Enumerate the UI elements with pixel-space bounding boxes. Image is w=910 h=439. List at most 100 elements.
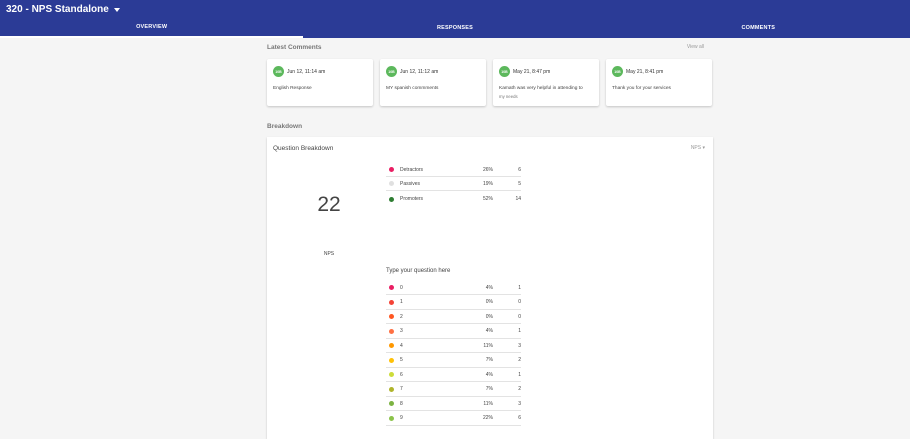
legend-row-promoters: Promoters 52% 14 (386, 192, 521, 206)
legend-percent: 11% (483, 400, 493, 407)
legend-percent: 0% (485, 313, 493, 320)
nps-chart-label: NPS (323, 251, 335, 257)
comment-text-continued: my needs (499, 94, 518, 99)
legend-count: 1 (518, 371, 521, 378)
nps-slice-passives (336, 208, 370, 245)
legend-percent: 11% (483, 342, 493, 349)
legend-label: 6 (400, 371, 403, 378)
legend-dot (389, 328, 394, 334)
legend-label: 2 (400, 313, 403, 320)
legend-count: 6 (518, 415, 521, 421)
question-legend-row: 1 0% 0 (386, 296, 521, 310)
nps-score-badge: 10B (386, 66, 397, 77)
legend-count: 0 (518, 299, 521, 305)
question-legend-row: 6 4% 1 (386, 368, 521, 382)
legend-percent: 4% (485, 328, 493, 334)
app-header: 320 - NPS Standalone OVERVIEW RESPONSES … (0, 0, 910, 38)
legend-dot (389, 181, 394, 186)
legend-dot (389, 386, 394, 392)
nps-score-badge: 10B (612, 66, 623, 77)
legend-percent: 52% (482, 196, 493, 202)
latest-comments-title: Latest Comments (267, 44, 322, 51)
legend-label: 3 (400, 328, 403, 334)
tab-bar: OVERVIEW RESPONSES COMMENTS (0, 18, 910, 38)
comment-text: Thank you for your services (612, 86, 671, 91)
legend-percent: 4% (485, 284, 493, 291)
legend-label: Promoters (400, 196, 424, 202)
question-legend-row: 9 22% 6 (386, 412, 521, 426)
nps-score-value: 22 (317, 193, 341, 216)
legend-dot (389, 372, 394, 377)
legend-dot (389, 401, 394, 406)
comment-card[interactable]: 10B Jun 12, 11:14 am English Response (267, 59, 373, 106)
legend-count: 2 (518, 386, 521, 392)
legend-label: 7 (400, 386, 403, 392)
legend-count: 1 (518, 328, 521, 334)
legend-dot (389, 343, 394, 348)
question-legend-row: 7 7% 2 (386, 383, 521, 397)
comment-text: MY spanish commments (386, 86, 439, 91)
comment-card[interactable]: 10B May 21, 8:47 pm Kamath was very help… (493, 59, 599, 106)
legend-label: 8 (400, 400, 403, 407)
tab-comments[interactable]: COMMENTS (741, 25, 776, 31)
legend-row-passives: Passives 19% 5 (386, 177, 521, 191)
question-legend-row: 2 0% 0 (386, 310, 521, 324)
legend-row-detractors: Detractors 26% 6 (386, 163, 521, 177)
legend-percent: 7% (485, 357, 493, 363)
pie-slice-9 (289, 310, 335, 353)
legend-count: 0 (518, 313, 521, 320)
question-legend-row: 4 11% 3 (386, 339, 521, 353)
question-legend-row: 8 11% 3 (386, 397, 521, 411)
comment-date: Jun 12, 11:12 am (400, 68, 439, 75)
legend-percent: 19% (482, 180, 493, 187)
legend-dot (389, 314, 394, 319)
question-legend-row: 5 7% 2 (386, 354, 521, 368)
comment-card[interactable]: 10B Jun 12, 11:12 am MY spanish commment… (380, 59, 486, 106)
legend-count: 6 (518, 166, 521, 173)
legend-dot (389, 196, 394, 202)
question-legend-row: 3 4% 1 (386, 325, 521, 339)
legend-dot (389, 167, 394, 172)
legend-label: 5 (400, 357, 403, 363)
nps-score-badge: 10B (499, 66, 510, 77)
legend-count: 2 (518, 357, 521, 363)
legend-dot (389, 299, 394, 305)
comment-text: Kamath was very helpful in attending to (499, 86, 583, 91)
legend-label: 1 (400, 299, 403, 305)
legend-label: Detractors (400, 166, 424, 173)
legend-percent: 22% (482, 415, 493, 421)
legend-count: 1 (518, 284, 521, 291)
comment-card[interactable]: 10B May 21, 8:41 pm Thank you for your s… (606, 59, 712, 106)
comment-text: English Response (273, 86, 312, 91)
tab-overview[interactable]: OVERVIEW (0, 18, 304, 38)
legend-percent: 0% (485, 299, 493, 305)
pie-slice-10 (287, 269, 330, 324)
nps-slice-detractors (329, 164, 370, 210)
app-switcher[interactable]: 320 - NPS Standalone (6, 4, 120, 15)
legend-percent: 4% (485, 371, 493, 378)
question-legend-row: 0 4% 1 (386, 281, 521, 295)
comment-date: May 21, 8:47 pm (513, 68, 551, 75)
panel-title: Question Breakdown (273, 145, 334, 152)
legend-label: 9 (400, 415, 403, 421)
legend-count: 3 (518, 400, 521, 407)
legend-percent: 26% (482, 166, 493, 173)
legend-label: 4 (400, 342, 403, 349)
legend-dot (389, 415, 394, 421)
filter-label: NPS (690, 145, 702, 151)
legend-count: 5 (518, 180, 521, 187)
legend-dot (389, 285, 394, 290)
legend-percent: 7% (485, 386, 493, 392)
caret-down-icon (113, 7, 120, 12)
tab-responses[interactable]: RESPONSES (436, 25, 474, 31)
legend-dot (389, 357, 394, 363)
nps-score-badge: 10B (273, 66, 284, 77)
nps-slice-promoters (287, 164, 339, 246)
breakdown-title: Breakdown (267, 123, 303, 130)
nps-filter-dropdown[interactable]: NPS ▾ (691, 145, 705, 151)
legend-label: 0 (400, 284, 403, 291)
question-title: Type your question here (386, 268, 451, 274)
view-all-link[interactable]: View all (686, 44, 704, 50)
legend-count: 14 (515, 196, 521, 202)
chevron-down-icon: ▾ (702, 145, 705, 151)
